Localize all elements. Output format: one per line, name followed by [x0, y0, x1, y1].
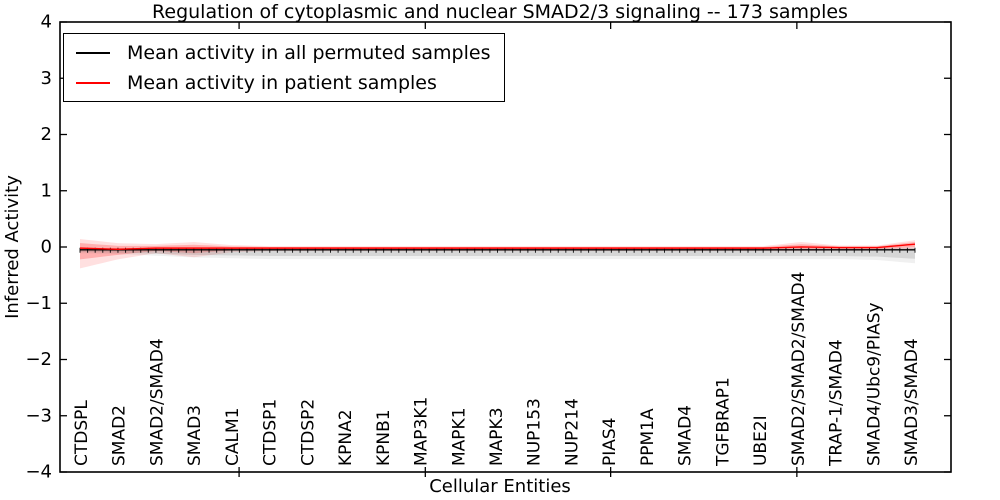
patient-mean-line — [79, 243, 916, 250]
y-tick-label: 0 — [41, 237, 52, 258]
x-category-label: SMAD3/SMAD4 — [902, 338, 922, 466]
x-category-label: SMAD4 — [676, 405, 696, 466]
x-category-label: TRAP-1/SMAD4 — [827, 339, 847, 467]
y-tick-label: 2 — [41, 124, 52, 145]
legend-label-patient: Mean activity in patient samples — [127, 71, 437, 94]
x-category-label: MAP3K1 — [412, 397, 432, 466]
legend-box: Mean activity in all permuted samples Me… — [63, 33, 506, 102]
patient-samples-std-band — [80, 239, 915, 269]
y-tick-label: 3 — [41, 68, 52, 89]
x-category-label: SMAD2/SMAD4 — [147, 338, 167, 466]
y-tick-label: 4 — [41, 12, 52, 33]
x-category-label: CTDSP2 — [298, 399, 318, 466]
x-category-label: PIAS4 — [600, 417, 620, 466]
x-category-label: SMAD3 — [185, 405, 205, 466]
x-category-label: SMAD4/Ubc9/PIASy — [864, 302, 884, 466]
x-category-label: CTDSP1 — [261, 399, 281, 466]
y-tick-label: −4 — [25, 462, 52, 483]
x-category-label: PPM1A — [638, 408, 658, 466]
y-tick-label: −1 — [25, 293, 52, 314]
y-tick-label: −2 — [25, 349, 52, 370]
x-category-label: UBE2I — [751, 415, 771, 466]
y-tick-label: 1 — [41, 180, 52, 201]
permuted-samples-std-band — [80, 247, 915, 264]
x-category-label: TGFBRAP1 — [713, 377, 733, 467]
legend-entry-permuted: Mean activity in all permuted samples — [76, 40, 490, 65]
y-tick-label: −3 — [25, 405, 52, 426]
legend-entry-patient: Mean activity in patient samples — [76, 70, 490, 95]
x-category-label: SMAD2/SMAD2/SMAD4 — [789, 272, 809, 466]
x-category-label: KPNB1 — [374, 409, 394, 466]
x-category-label: NUP153 — [525, 398, 545, 466]
permuted-samples-std-band — [80, 248, 915, 259]
x-axis-label: Cellular Entities — [429, 476, 571, 497]
x-category-label: SMAD2 — [110, 405, 130, 466]
x-category-label: MAPK1 — [449, 407, 469, 466]
x-category-label: CTDSPL — [72, 400, 92, 466]
x-category-label: KPNA2 — [336, 409, 356, 466]
patient-line-swatch-icon — [76, 81, 110, 84]
chart-title: Regulation of cytoplasmic and nuclear SM… — [152, 1, 848, 23]
x-category-label: CALM1 — [223, 408, 243, 466]
legend-label-permuted: Mean activity in all permuted samples — [127, 41, 491, 64]
permuted-line-swatch-icon — [76, 51, 110, 54]
x-category-label: MAPK3 — [487, 407, 507, 466]
x-category-label: NUP214 — [562, 398, 582, 466]
